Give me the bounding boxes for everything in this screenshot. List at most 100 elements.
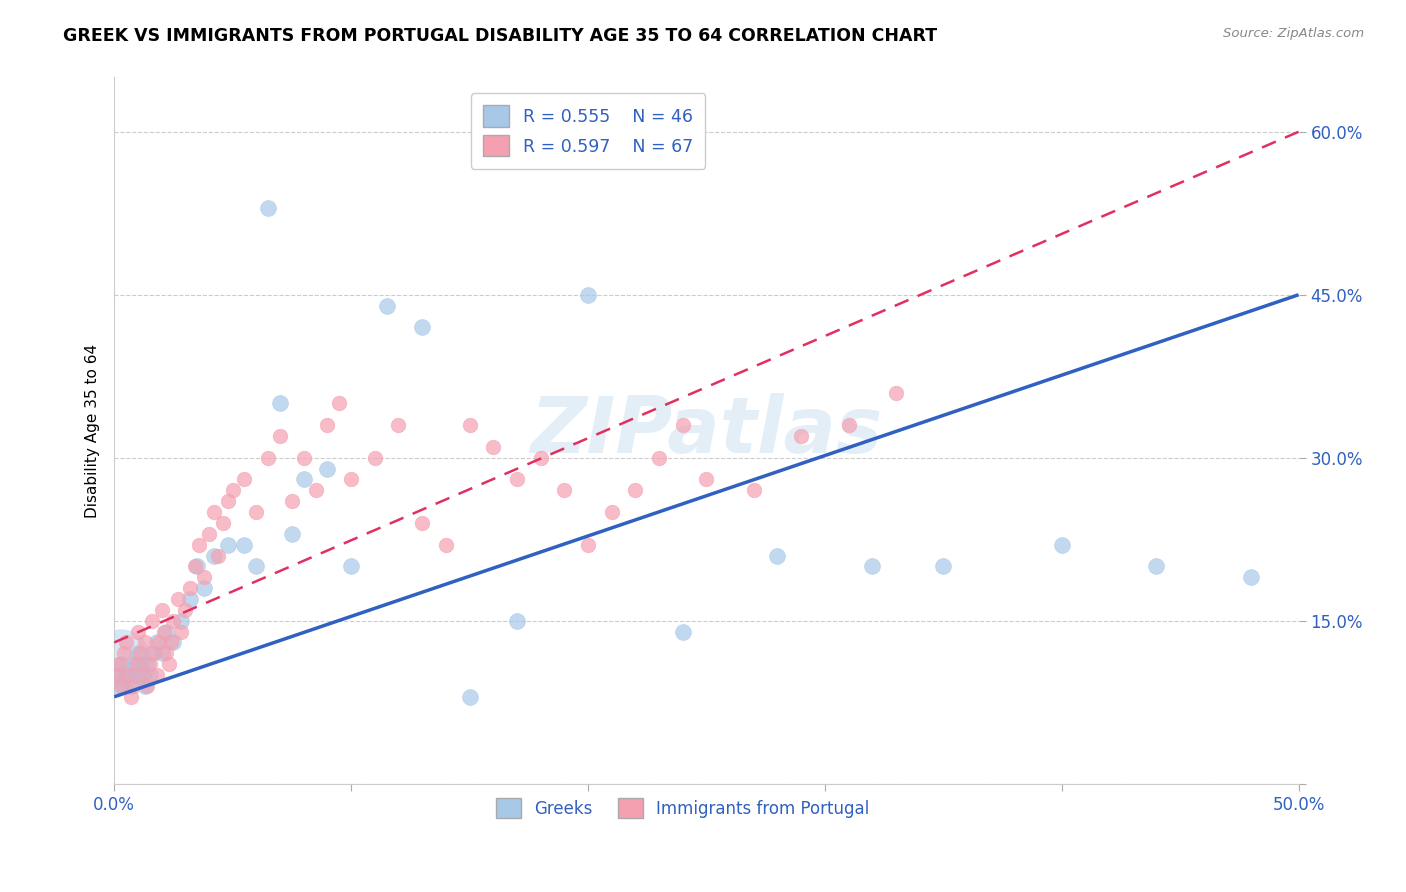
Point xyxy=(155,624,177,639)
Point xyxy=(183,559,205,574)
Point xyxy=(174,603,197,617)
Point xyxy=(695,473,717,487)
Point xyxy=(129,646,152,660)
Point xyxy=(576,538,599,552)
Point xyxy=(600,505,623,519)
Point xyxy=(193,581,215,595)
Point xyxy=(162,614,184,628)
Point xyxy=(269,429,291,443)
Point xyxy=(141,614,163,628)
Point xyxy=(1146,559,1168,574)
Point xyxy=(115,668,138,682)
Point xyxy=(124,668,146,682)
Point xyxy=(672,418,695,433)
Point xyxy=(150,646,173,660)
Point xyxy=(120,679,142,693)
Point xyxy=(138,657,160,672)
Point xyxy=(120,690,142,704)
Point xyxy=(1240,570,1263,584)
Point xyxy=(110,652,132,666)
Y-axis label: Disability Age 35 to 64: Disability Age 35 to 64 xyxy=(86,343,100,517)
Text: Source: ZipAtlas.com: Source: ZipAtlas.com xyxy=(1223,27,1364,40)
Point xyxy=(292,473,315,487)
Point xyxy=(105,679,128,693)
Point xyxy=(387,418,409,433)
Legend: Greeks, Immigrants from Portugal: Greeks, Immigrants from Portugal xyxy=(489,791,876,825)
Point xyxy=(108,657,131,672)
Point xyxy=(131,668,153,682)
Point xyxy=(202,505,225,519)
Point xyxy=(257,201,280,215)
Point xyxy=(1050,538,1073,552)
Point xyxy=(340,559,363,574)
Point xyxy=(217,538,239,552)
Point xyxy=(202,549,225,563)
Point xyxy=(136,679,159,693)
Point xyxy=(115,635,138,649)
Point xyxy=(269,396,291,410)
Point xyxy=(257,450,280,465)
Point xyxy=(127,624,149,639)
Point xyxy=(146,635,169,649)
Point xyxy=(281,526,304,541)
Point xyxy=(340,473,363,487)
Point xyxy=(162,635,184,649)
Point xyxy=(108,668,131,682)
Point xyxy=(884,385,907,400)
Point xyxy=(506,473,529,487)
Point xyxy=(221,483,243,498)
Point xyxy=(672,624,695,639)
Point xyxy=(316,418,339,433)
Point xyxy=(155,646,177,660)
Point xyxy=(169,614,191,628)
Point xyxy=(245,505,267,519)
Point xyxy=(411,320,433,334)
Point xyxy=(217,494,239,508)
Point xyxy=(169,624,191,639)
Point xyxy=(482,440,505,454)
Point xyxy=(179,592,201,607)
Point xyxy=(207,549,229,563)
Point xyxy=(932,559,955,574)
Point xyxy=(458,690,481,704)
Point xyxy=(233,473,256,487)
Point xyxy=(186,559,208,574)
Point xyxy=(281,494,304,508)
Point xyxy=(112,679,135,693)
Point xyxy=(411,516,433,530)
Point xyxy=(134,679,156,693)
Point xyxy=(105,668,128,682)
Point xyxy=(790,429,813,443)
Point xyxy=(110,657,132,672)
Point xyxy=(648,450,671,465)
Point xyxy=(117,668,139,682)
Point xyxy=(117,668,139,682)
Point xyxy=(110,679,132,693)
Point xyxy=(742,483,765,498)
Point xyxy=(193,570,215,584)
Point xyxy=(304,483,326,498)
Point xyxy=(146,668,169,682)
Point xyxy=(576,287,599,301)
Point xyxy=(188,538,211,552)
Point xyxy=(136,657,159,672)
Point xyxy=(837,418,859,433)
Point xyxy=(212,516,235,530)
Point xyxy=(328,396,350,410)
Point xyxy=(198,526,221,541)
Point xyxy=(134,635,156,649)
Point xyxy=(179,581,201,595)
Point xyxy=(138,668,160,682)
Text: GREEK VS IMMIGRANTS FROM PORTUGAL DISABILITY AGE 35 TO 64 CORRELATION CHART: GREEK VS IMMIGRANTS FROM PORTUGAL DISABI… xyxy=(63,27,938,45)
Point xyxy=(292,450,315,465)
Point xyxy=(153,624,176,639)
Text: ZIPatlas: ZIPatlas xyxy=(530,392,883,468)
Point xyxy=(157,657,180,672)
Point xyxy=(141,646,163,660)
Point xyxy=(127,646,149,660)
Point xyxy=(124,657,146,672)
Point xyxy=(860,559,883,574)
Point xyxy=(233,538,256,552)
Point xyxy=(143,646,166,660)
Point xyxy=(129,657,152,672)
